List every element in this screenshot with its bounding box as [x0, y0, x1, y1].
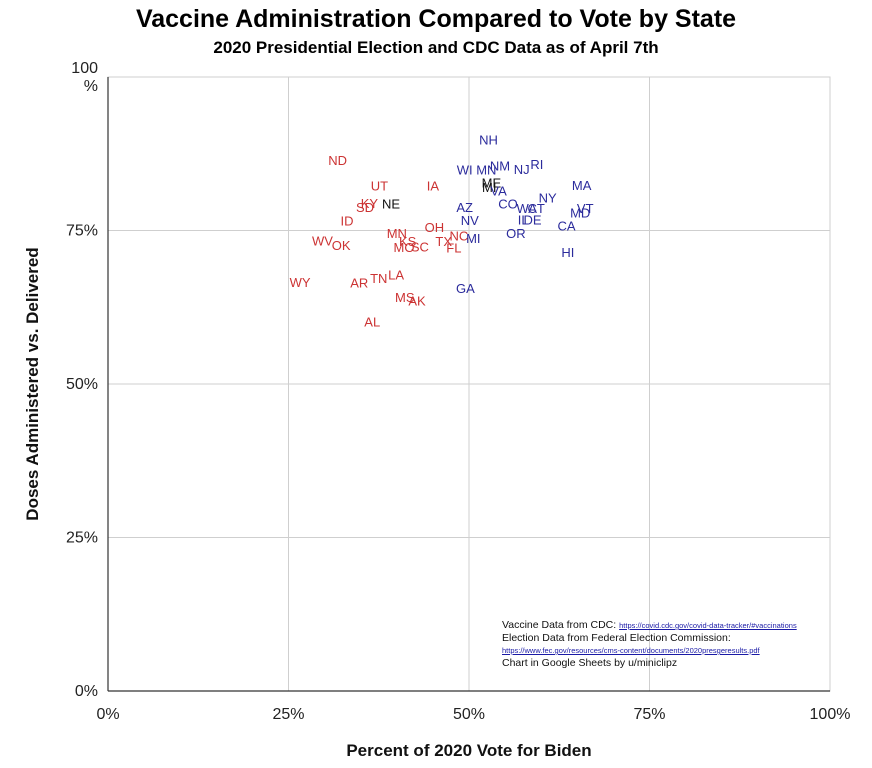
state-label-ky: KY — [361, 196, 379, 211]
state-label-sd: SD — [356, 200, 374, 215]
y-axis-title: Doses Administered vs. Delivered — [23, 247, 42, 520]
state-label-nd: ND — [328, 153, 347, 168]
state-label-tn: TN — [370, 271, 387, 286]
x-tick-label: 50% — [453, 706, 485, 723]
y-tick-label: 75% — [66, 223, 98, 240]
state-label-nj: NJ — [514, 162, 530, 177]
state-label-il: IL — [518, 212, 529, 227]
state-label-ia: IA — [427, 179, 440, 194]
state-label-la: LA — [388, 268, 404, 283]
state-label-ny: NY — [539, 190, 557, 205]
state-label-al: AL — [364, 314, 380, 329]
chart-subtitle: 2020 Presidential Election and CDC Data … — [213, 38, 659, 57]
axis-lines — [107, 76, 831, 692]
x-axis-title: Percent of 2020 Vote for Biden — [346, 741, 591, 760]
x-tick-label: 100% — [810, 706, 851, 723]
fec-source-link[interactable]: https://www.fec.gov/resources/cms-conten… — [502, 646, 760, 655]
state-label-ga: GA — [456, 281, 475, 296]
x-tick-label: 75% — [633, 706, 665, 723]
state-label-mo: MO — [394, 240, 415, 255]
state-label-wv: WV — [312, 233, 333, 248]
state-label-ct: CT — [527, 201, 544, 216]
cdc-source-label: Vaccine Data from CDC: — [502, 619, 617, 631]
y-tick-label: 100% — [71, 60, 98, 95]
cdc-source-link[interactable]: https://covid.cdc.gov/covid-data-tracker… — [619, 621, 797, 630]
state-label-ok: OK — [332, 238, 351, 253]
state-label-mi: MI — [482, 180, 496, 195]
state-label-co: CO — [498, 196, 518, 211]
chart-title: Vaccine Administration Compared to Vote … — [135, 5, 737, 33]
state-label-mn: MN — [476, 163, 496, 178]
state-label-hi: HI — [561, 245, 574, 260]
y-axis-ticks: 0% 25% 50% 75% 100% — [66, 60, 98, 700]
state-label-de: DE — [524, 212, 542, 227]
state-label-vt: VT — [577, 201, 594, 216]
state-label-ks: KS — [399, 234, 417, 249]
y-tick-label: 0% — [75, 683, 98, 700]
y-tick-label: 50% — [66, 376, 98, 393]
x-tick-label: 25% — [272, 706, 304, 723]
state-label-fl: FL — [446, 241, 461, 256]
state-label-ar: AR — [350, 276, 368, 291]
state-label-md: MD — [570, 206, 590, 221]
state-label-nv: NV — [461, 213, 479, 228]
state-label-ut: UT — [371, 179, 388, 194]
state-label-sc: SC — [411, 239, 429, 254]
chart-credit: Chart in Google Sheets by u/miniclipz — [502, 657, 678, 669]
state-label-wy: WY — [290, 275, 311, 290]
y-tick-label: 25% — [66, 530, 98, 547]
fec-source-label: Election Data from Federal Election Comm… — [502, 632, 731, 644]
state-label-nc: NC — [450, 228, 469, 243]
state-label-ri: RI — [530, 157, 543, 172]
state-label-ne: NE — [382, 196, 400, 211]
state-label-tx: TX — [435, 234, 452, 249]
source-notes: Vaccine Data from CDC: https://covid.cdc… — [502, 619, 797, 669]
x-axis-ticks: 0% 25% 50% 75% 100% — [96, 706, 850, 723]
state-label-oh: OH — [425, 220, 445, 235]
state-label-nh: NH — [479, 133, 498, 148]
cdc-source-line: Vaccine Data from CDC: https://covid.cdc… — [502, 619, 797, 632]
state-label-nm: NM — [490, 158, 510, 173]
state-label-ma: MA — [572, 178, 592, 193]
state-label-wi: WI — [457, 163, 473, 178]
state-label-mi: MI — [466, 231, 480, 246]
state-label-or: OR — [506, 226, 526, 241]
state-label-va: VA — [490, 184, 507, 199]
x-tick-label: 0% — [96, 706, 119, 723]
state-label-az: AZ — [456, 200, 473, 215]
state-label-ms: MS — [395, 290, 415, 305]
state-label-wa: WA — [517, 201, 538, 216]
state-label-id: ID — [340, 214, 353, 229]
state-label-ak: AK — [408, 293, 426, 308]
state-label-ca: CA — [557, 219, 575, 234]
state-label-mn: MN — [387, 226, 407, 241]
state-label-me: ME — [482, 176, 502, 191]
